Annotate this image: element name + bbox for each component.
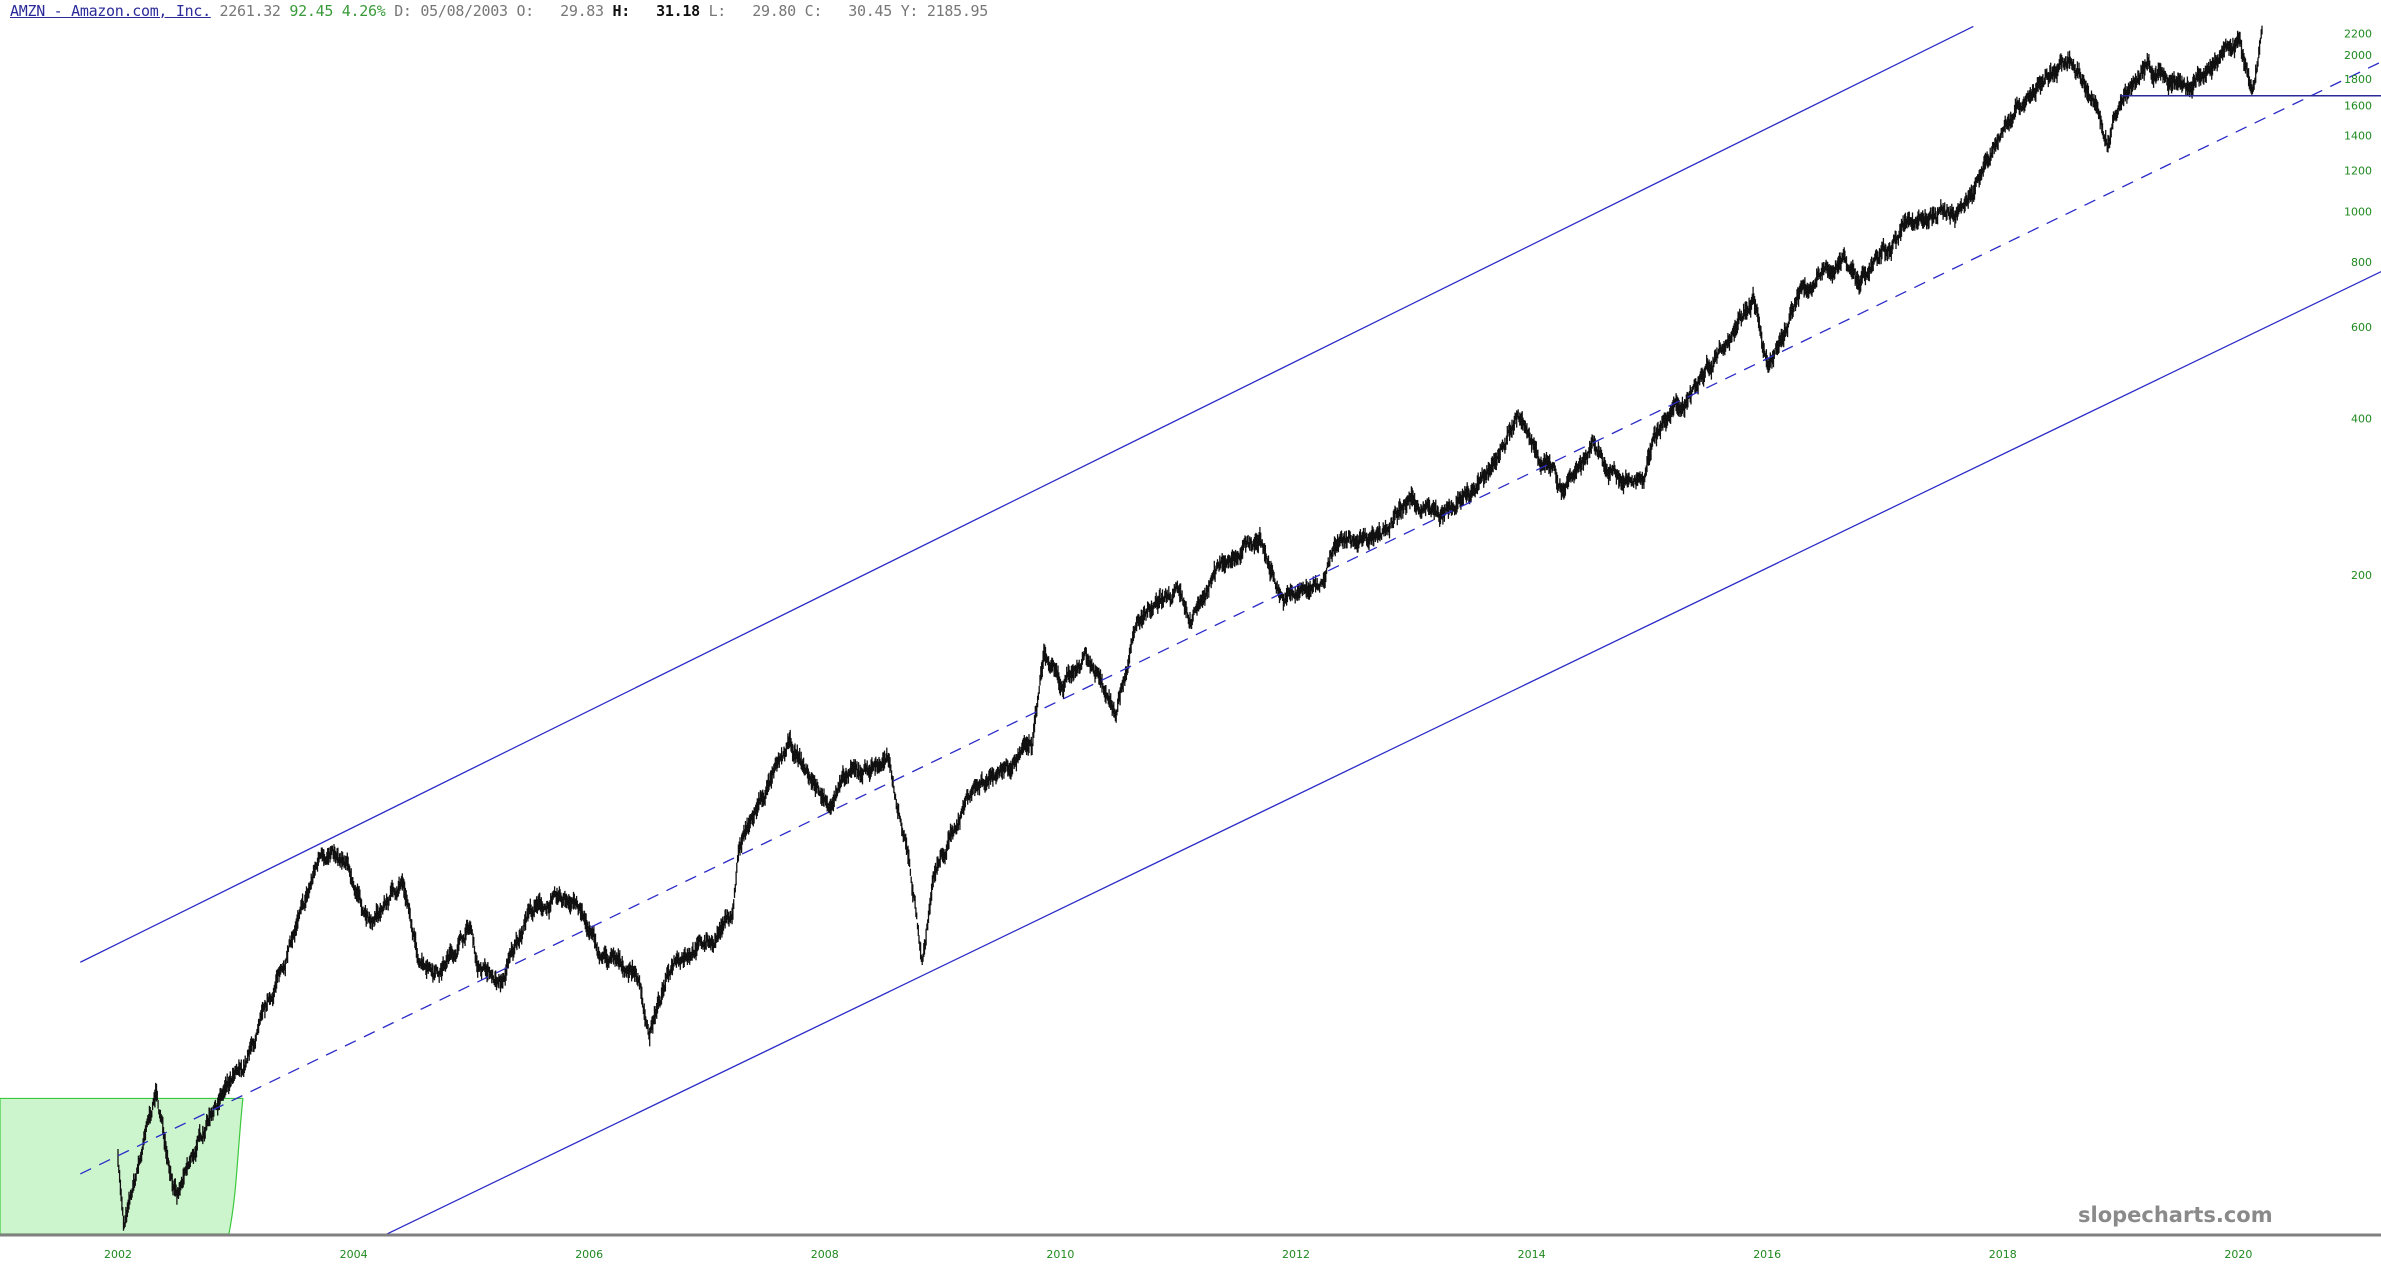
lower-channel-line <box>386 270 2381 1235</box>
y-tick-label: 200 <box>2351 569 2372 582</box>
x-tick-label: 2016 <box>1753 1248 1781 1261</box>
x-tick-label: 2004 <box>340 1248 368 1261</box>
y-tick-label: 1400 <box>2344 130 2372 143</box>
y-tick-label: 1200 <box>2344 164 2372 177</box>
quote-header: AMZN - Amazon.com, Inc. 2261.32 92.45 4.… <box>10 2 988 20</box>
y-tick-label: 1800 <box>2344 73 2372 86</box>
x-tick-label: 2008 <box>811 1248 839 1261</box>
open-label: O: <box>516 2 534 20</box>
y-tick-label: 600 <box>2351 321 2372 334</box>
x-tick-label: 2002 <box>104 1248 132 1261</box>
y-tick-label: 1000 <box>2344 206 2372 219</box>
y-tick-label: 800 <box>2351 256 2372 269</box>
x-tick-label: 2020 <box>2224 1248 2252 1261</box>
close-value: 30.45 <box>848 2 892 20</box>
x-tick-label: 2014 <box>1518 1248 1546 1261</box>
trendlines <box>80 25 2381 1235</box>
axes: 200 400 600 800 1000 1200 1400 1600 1800 2000 2200… <box>0 27 2381 1261</box>
date-label: D: <box>394 2 412 20</box>
y-tick-label: 2200 <box>2344 27 2372 40</box>
date-value: 05/08/2003 <box>420 2 508 20</box>
y-label: Y: <box>900 2 919 20</box>
low-label: L: <box>708 2 727 20</box>
x-tick-label: 2010 <box>1046 1248 1074 1261</box>
low-value: 29.80 <box>752 2 796 20</box>
high-value: 31.18 <box>656 2 700 20</box>
mid-channel-line <box>80 61 2381 1175</box>
y-tick-label: 1600 <box>2344 99 2372 112</box>
watermark: slopecharts.com <box>2078 1203 2273 1227</box>
upper-channel-line <box>80 25 1974 963</box>
last-price: 2261.32 <box>219 2 281 20</box>
x-tick-label: 2012 <box>1282 1248 1310 1261</box>
y-tick-label: 2000 <box>2344 49 2372 62</box>
y-tick-label: 400 <box>2351 412 2372 425</box>
x-tick-label: 2006 <box>575 1248 603 1261</box>
symbol-link[interactable]: AMZN - Amazon.com, Inc. <box>10 2 211 20</box>
x-tick-label: 2018 <box>1989 1248 2017 1261</box>
high-label: H: <box>612 2 631 20</box>
change-value: 92.45 <box>289 2 334 20</box>
price-bars <box>117 25 2263 1231</box>
y-value: 2185.95 <box>926 2 989 20</box>
change-percent: 4.26% <box>341 2 386 20</box>
close-label: C: <box>804 2 823 20</box>
open-value: 29.83 <box>560 2 604 20</box>
